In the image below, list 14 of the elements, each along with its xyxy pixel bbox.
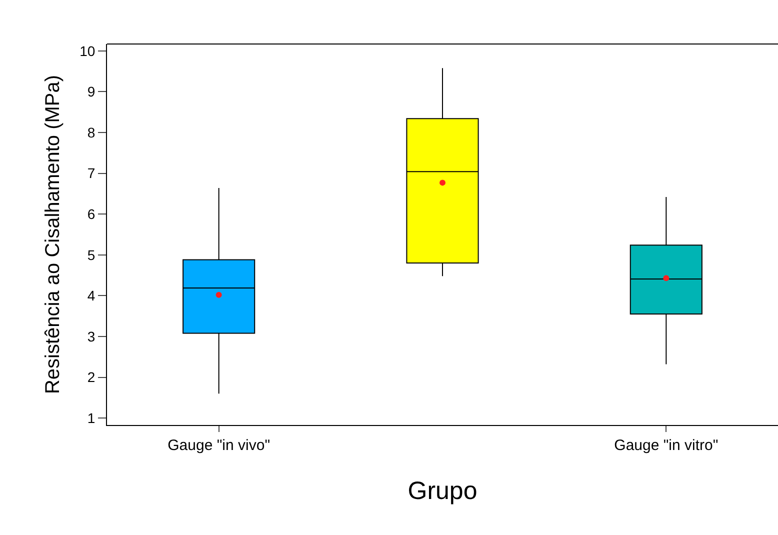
y-axis-title: Resistência ao Cisalhamento (MPa): [42, 74, 64, 394]
y-tick-label: 9: [87, 84, 96, 100]
x-tick-label: Gauge "in vivo": [168, 437, 270, 454]
y-tick-label: 7: [87, 165, 96, 182]
y-tick-label: 4: [87, 288, 96, 304]
y-tick-label: 8: [87, 124, 96, 140]
y-tick-label: 10: [80, 42, 96, 59]
y-tick-label: 1: [87, 410, 96, 426]
y-tick-label: 3: [87, 328, 96, 344]
x-tick-label: Gauge "in vitro": [614, 437, 718, 454]
x-axis-title: Grupo: [408, 477, 478, 505]
y-tick-label: 2: [87, 369, 96, 386]
y-tick-label: 6: [87, 206, 96, 222]
y-tick-label: 5: [87, 246, 96, 263]
